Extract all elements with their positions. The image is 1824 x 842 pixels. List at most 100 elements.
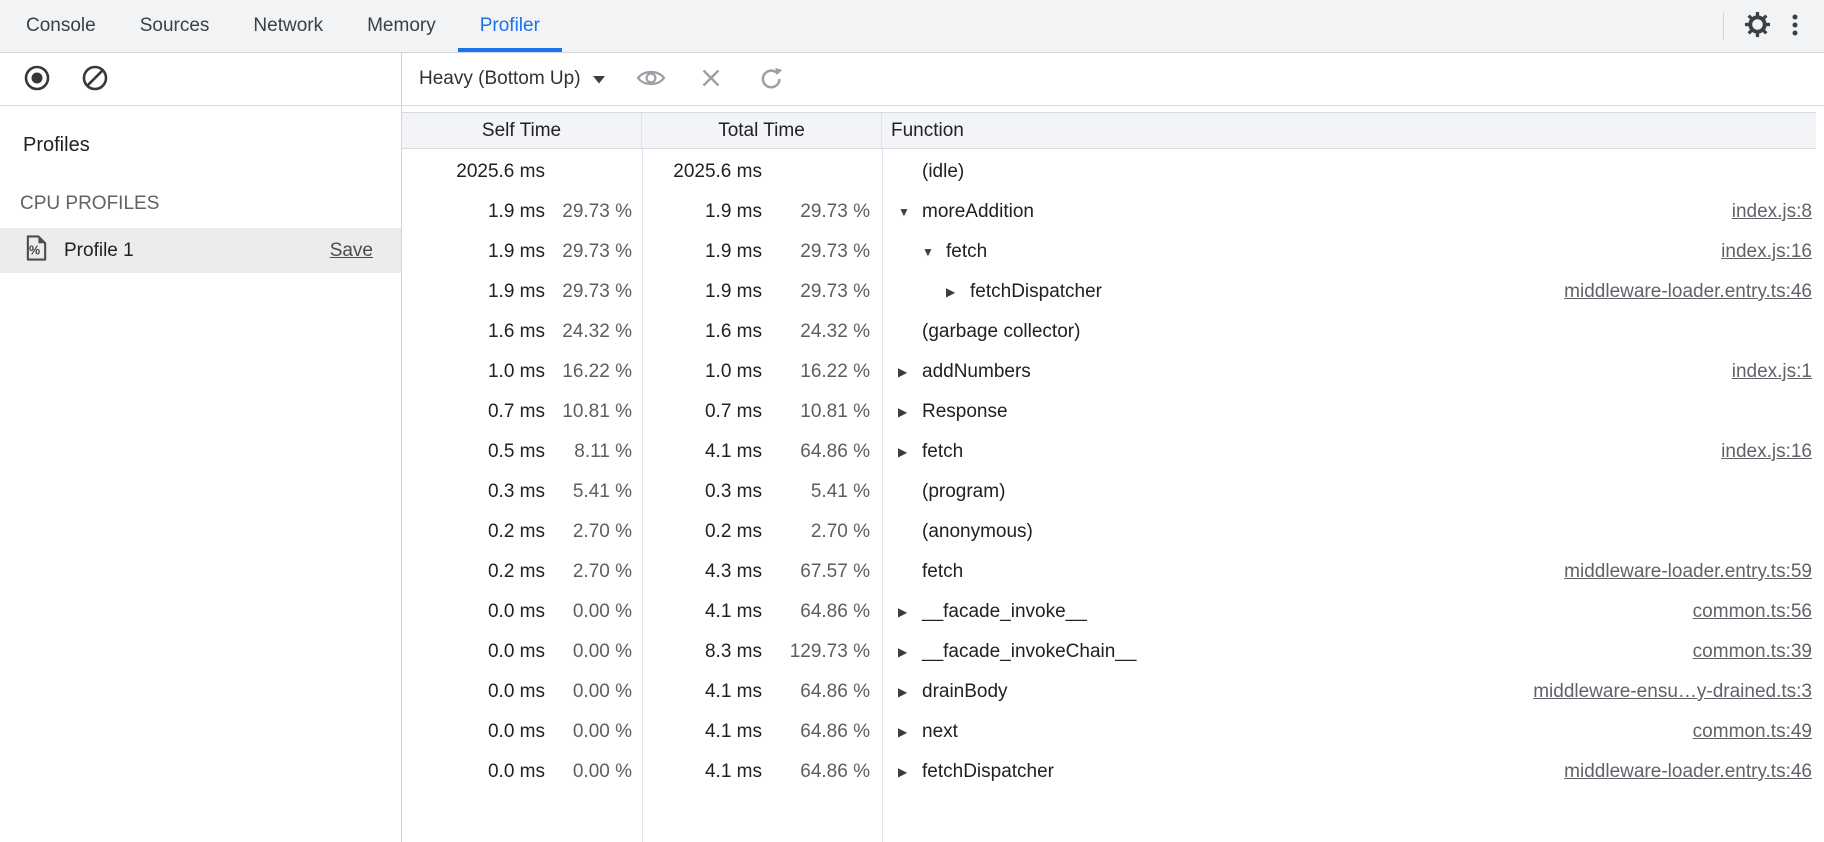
column-header-total-time[interactable]: Total Time [642,113,882,148]
self-time-percent: 2.70 % [572,521,632,542]
view-mode-value: Heavy (Bottom Up) [419,68,581,89]
self-time-percent: 2.70 % [572,561,632,582]
restore-all-button[interactable] [752,60,790,98]
total-time-percent: 129.73 % [789,641,870,662]
source-location-link[interactable]: middleware-loader.entry.ts:59 [1564,561,1812,582]
close-icon [699,66,723,93]
total-time-value: 0.3 ms [704,481,762,502]
refresh-icon [758,65,784,94]
table-row[interactable]: 0.0 ms 0.00 % 4.1 ms 64.86 % ▶ next comm… [402,712,1824,752]
total-time-value: 4.1 ms [704,761,762,782]
self-time-value: 1.0 ms [487,361,545,382]
table-row[interactable]: 0.5 ms 8.11 % 4.1 ms 64.86 % ▶ fetch ind… [402,432,1824,472]
source-location-link[interactable]: index.js:1 [1731,361,1812,382]
source-location-link[interactable]: index.js:8 [1731,201,1812,222]
more-options-button[interactable] [1776,7,1814,45]
total-time-value: 4.1 ms [704,441,762,462]
self-time-value: 2025.6 ms [456,161,545,182]
tab-console[interactable]: Console [4,0,118,52]
source-location-link[interactable]: middleware-ensu…y-drained.ts:3 [1533,681,1812,702]
function-cell: ▶ fetch index.js:16 [882,441,1824,463]
self-time-cell: 0.2 ms 2.70 % [402,561,642,583]
total-time-percent: 64.86 % [800,681,870,702]
table-row[interactable]: 0.0 ms 0.00 % 4.1 ms 64.86 % ▶ fetchDisp… [402,752,1824,792]
tab-memory[interactable]: Memory [345,0,458,52]
source-location-link[interactable]: common.ts:49 [1692,721,1812,742]
column-header-function[interactable]: Function [891,119,964,141]
self-time-value: 0.3 ms [487,481,545,502]
function-cell: (idle) [882,161,1824,183]
total-time-percent: 24.32 % [800,321,870,342]
total-time-percent: 64.86 % [800,721,870,742]
profile-data-grid: Self Time Total Time Function 2025.6 ms … [402,112,1824,842]
total-time-percent: 29.73 % [800,241,870,262]
table-row[interactable]: 0.0 ms 0.00 % 8.3 ms 129.73 % ▶ __facade… [402,632,1824,672]
source-location-link[interactable]: index.js:16 [1721,241,1812,262]
source-location-link[interactable]: middleware-loader.entry.ts:46 [1564,281,1812,302]
expand-arrow-icon[interactable]: ▶ [898,685,908,699]
table-row[interactable]: 1.9 ms 29.73 % 1.9 ms 29.73 % ▼ moreAddi… [402,192,1824,232]
save-profile-link[interactable]: Save [329,239,373,261]
function-cell: ▼ moreAddition index.js:8 [882,201,1824,223]
expand-arrow-icon[interactable]: ▼ [898,205,910,219]
table-row[interactable]: 0.0 ms 0.00 % 4.1 ms 64.86 % ▶ drainBody… [402,672,1824,712]
table-row[interactable]: 0.3 ms 5.41 % 0.3 ms 5.41 % (program) [402,472,1824,512]
svg-text:%: % [29,244,40,258]
expand-arrow-icon[interactable]: ▶ [898,645,908,659]
self-time-percent: 29.73 % [562,281,632,302]
table-row[interactable]: 0.2 ms 2.70 % 0.2 ms 2.70 % (anonymous) [402,512,1824,552]
profile-name: Profile 1 [64,239,134,261]
total-time-cell: 4.1 ms 64.86 % [642,441,882,463]
profiles-toolbar [0,53,401,106]
source-location-link[interactable]: middleware-loader.entry.ts:46 [1564,761,1812,782]
total-time-cell: 1.9 ms 29.73 % [642,241,882,263]
self-time-cell: 0.0 ms 0.00 % [402,761,642,783]
self-time-percent: 29.73 % [562,201,632,222]
self-time-value: 1.9 ms [487,241,545,262]
column-header-self-time[interactable]: Self Time [402,113,642,148]
column-divider [882,149,883,842]
source-location-link[interactable]: common.ts:39 [1692,641,1812,662]
view-mode-dropdown[interactable]: Heavy (Bottom Up) [419,68,606,90]
source-location-link[interactable]: common.ts:56 [1692,601,1812,622]
expand-arrow-icon[interactable]: ▶ [898,365,908,379]
tab-label: Console [26,15,96,36]
expand-arrow-icon[interactable]: ▶ [898,765,908,779]
settings-button[interactable] [1738,7,1776,45]
tab-network[interactable]: Network [231,0,345,52]
table-row[interactable]: 1.9 ms 29.73 % 1.9 ms 29.73 % ▶ fetchDis… [402,272,1824,312]
expand-arrow-icon[interactable]: ▶ [946,285,956,299]
self-time-value: 1.9 ms [487,281,545,302]
record-profile-button[interactable] [18,60,56,98]
tab-sources[interactable]: Sources [118,0,232,52]
total-time-value: 8.3 ms [704,641,762,662]
focus-function-button[interactable] [632,60,670,98]
sidebar-item-profile-1[interactable]: % Profile 1 Save [0,228,401,273]
expand-arrow-icon[interactable]: ▼ [922,245,934,259]
exclude-function-button[interactable] [692,60,730,98]
total-time-percent: 29.73 % [800,201,870,222]
tab-profiler[interactable]: Profiler [457,0,563,52]
self-time-percent: 0.00 % [572,721,632,742]
function-cell: ▶ next common.ts:49 [882,721,1824,743]
expand-arrow-icon[interactable]: ▶ [898,405,908,419]
expand-arrow-icon[interactable]: ▶ [898,725,908,739]
total-time-value: 1.9 ms [704,201,762,222]
expand-arrow-icon[interactable]: ▶ [898,445,908,459]
clear-profiles-button[interactable] [76,60,114,98]
table-row[interactable]: 1.9 ms 29.73 % 1.9 ms 29.73 % ▼ fetch in… [402,232,1824,272]
table-row[interactable]: 0.7 ms 10.81 % 0.7 ms 10.81 % ▶ Response [402,392,1824,432]
function-cell: ▶ __facade_invokeChain__ common.ts:39 [882,641,1824,663]
self-time-value: 1.6 ms [487,321,545,342]
table-row[interactable]: 1.0 ms 16.22 % 1.0 ms 16.22 % ▶ addNumbe… [402,352,1824,392]
function-name: Response [922,401,1008,422]
table-row[interactable]: 0.0 ms 0.00 % 4.1 ms 64.86 % ▶ __facade_… [402,592,1824,632]
table-row[interactable]: 0.2 ms 2.70 % 4.3 ms 67.57 % fetch middl… [402,552,1824,592]
source-location-link[interactable]: index.js:16 [1721,441,1812,462]
expand-arrow-icon[interactable]: ▶ [898,605,908,619]
table-row[interactable]: 1.6 ms 24.32 % 1.6 ms 24.32 % (garbage c… [402,312,1824,352]
function-name: fetch [946,241,988,262]
table-row[interactable]: 2025.6 ms 2025.6 ms (idle) [402,152,1824,192]
total-time-cell: 1.9 ms 29.73 % [642,281,882,303]
self-time-cell: 0.5 ms 8.11 % [402,441,642,463]
